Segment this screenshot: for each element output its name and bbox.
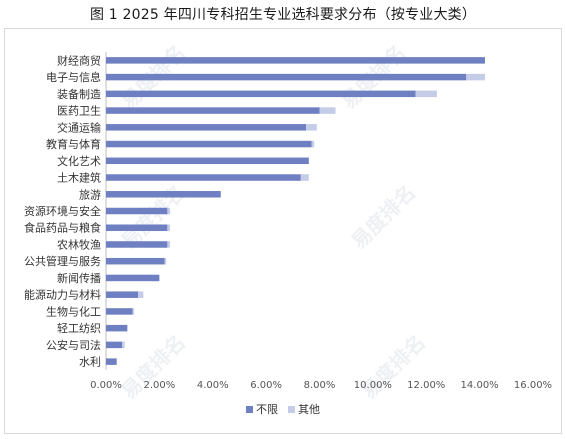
x-tick-label: 12.00% bbox=[407, 380, 445, 391]
bar-unrestricted bbox=[106, 157, 309, 165]
bar-other bbox=[138, 291, 144, 298]
category-label: 财经商贸 bbox=[57, 53, 101, 67]
category-label: 农林牧渔 bbox=[57, 237, 101, 251]
chart-area bbox=[4, 28, 562, 434]
category-label: 公安与司法 bbox=[46, 338, 101, 352]
bar-other bbox=[167, 241, 171, 248]
bar-unrestricted bbox=[106, 291, 139, 298]
bar-other bbox=[167, 207, 171, 215]
category-label: 食品药品与粮食 bbox=[24, 221, 101, 235]
category-label: 交通运输 bbox=[57, 120, 101, 134]
bar-unrestricted bbox=[106, 358, 117, 365]
bar-unrestricted bbox=[106, 308, 133, 315]
watermark-text: 易度排名 bbox=[357, 330, 431, 404]
x-tick-label: 8.00% bbox=[304, 380, 336, 391]
bar-unrestricted bbox=[106, 224, 168, 231]
bar-other bbox=[319, 107, 336, 114]
category-label: 轻工纺织 bbox=[57, 321, 101, 335]
bar-unrestricted bbox=[106, 341, 123, 349]
category-label: 旅游 bbox=[79, 187, 101, 201]
category-label: 装备制造 bbox=[57, 87, 101, 101]
category-label: 医药卫生 bbox=[57, 104, 101, 118]
x-tick-label: 4.00% bbox=[197, 380, 229, 391]
bar-other bbox=[306, 124, 317, 131]
bar-other bbox=[415, 90, 437, 98]
legend-label: 不限 bbox=[256, 403, 278, 416]
category-label: 电子与信息 bbox=[46, 70, 101, 84]
legend-swatch bbox=[288, 406, 295, 413]
bar-unrestricted bbox=[106, 73, 467, 81]
category-label: 文化艺术 bbox=[57, 154, 101, 168]
bar-unrestricted bbox=[106, 124, 307, 131]
legend-label: 其他 bbox=[298, 403, 320, 416]
bar-other bbox=[167, 224, 171, 231]
bar-unrestricted bbox=[106, 140, 312, 148]
bar-unrestricted bbox=[106, 241, 168, 248]
category-label: 教育与体育 bbox=[46, 137, 101, 151]
bar-unrestricted bbox=[106, 174, 301, 181]
bar-unrestricted bbox=[106, 57, 485, 64]
bar-unrestricted bbox=[106, 274, 160, 282]
x-tick-label: 6.00% bbox=[250, 380, 282, 391]
bar-other bbox=[164, 257, 167, 265]
category-label: 能源动力与材料 bbox=[24, 288, 101, 302]
bar-unrestricted bbox=[106, 107, 320, 114]
x-tick-label: 10.00% bbox=[354, 380, 392, 391]
x-tick-label: 2.00% bbox=[143, 380, 175, 391]
bar-unrestricted bbox=[106, 90, 416, 98]
bar-other bbox=[122, 341, 125, 349]
category-label: 水利 bbox=[79, 356, 101, 369]
bar-unrestricted bbox=[106, 257, 165, 265]
bar-other bbox=[300, 174, 309, 181]
category-label: 新闻传播 bbox=[57, 271, 101, 285]
watermark-text: 易度排名 bbox=[347, 180, 421, 254]
category-label: 生物与化工 bbox=[46, 304, 101, 318]
bar-unrestricted bbox=[106, 207, 168, 215]
legend-swatch bbox=[246, 406, 253, 413]
x-tick-label: 0.00% bbox=[90, 380, 122, 391]
bar-other bbox=[132, 308, 135, 315]
x-tick-label: 16.00% bbox=[514, 380, 552, 391]
watermark-text: 易度排名 bbox=[117, 330, 191, 404]
bar-unrestricted bbox=[106, 191, 221, 198]
x-tick-label: 14.00% bbox=[461, 380, 499, 391]
bar-other bbox=[311, 140, 315, 148]
category-label: 公共管理与服务 bbox=[24, 254, 101, 268]
bar-unrestricted bbox=[106, 324, 128, 332]
category-label: 资源环境与安全 bbox=[24, 204, 101, 218]
bar-other bbox=[466, 73, 485, 81]
category-label: 土木建筑 bbox=[57, 171, 101, 185]
chart-title: 图 1 2025 年四川专科招生专业选科要求分布（按专业大类） bbox=[89, 7, 477, 23]
